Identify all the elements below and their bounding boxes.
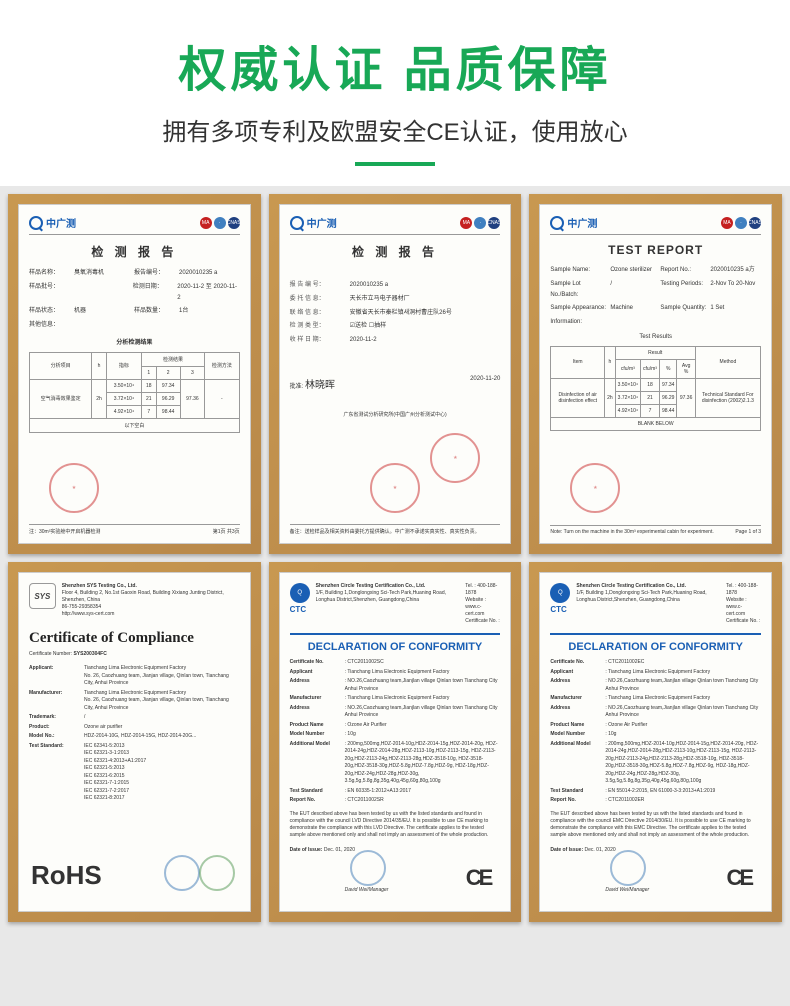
page-header: 权威认证 品质保障 拥有多项专利及欧盟安全CE认证，使用放心: [0, 0, 790, 186]
certificate-6: Q CTC Shenzhen Circle Testing Certificat…: [529, 562, 782, 922]
results-table: ItemhResultMethod cfu/m³cfu/m³%Avg % Dis…: [550, 346, 761, 431]
stamp-icon: [164, 855, 200, 891]
certificate-5: Q CTC Shenzhen Circle Testing Certificat…: [269, 562, 522, 922]
stamp-icon: [350, 850, 386, 886]
stamp-icon: [610, 850, 646, 886]
certificate-4: SYS Shenzhen SYS Testing Co., Ltd. Floor…: [8, 562, 261, 922]
stamp-icon: ★: [370, 463, 420, 513]
stamp-icon: [199, 855, 235, 891]
stamp-icon: ★: [570, 463, 620, 513]
report-title: 检 测 报 告: [29, 243, 240, 260]
main-title: 权威认证 品质保障: [0, 30, 790, 100]
certificate-2: 中广测 MA·CNAS 检 测 报 告 报 告 编 号：2020010235 a…: [269, 194, 522, 554]
divider: [355, 162, 435, 166]
ce-mark: CE: [466, 865, 491, 891]
results-table: 分析项目h指标检测结果检测方法 123 空气消毒效果鉴定2h3.50×10⁴18…: [29, 352, 240, 433]
certificate-1: 中广测 MA · CNAS 检 测 报 告 样品名称：臭氧消毒机报告编号：202…: [8, 194, 261, 554]
certificate-grid: 中广测 MA · CNAS 检 测 报 告 样品名称：臭氧消毒机报告编号：202…: [0, 186, 790, 930]
stamp-icon: ★: [430, 433, 480, 483]
ctc-logo: Q: [290, 583, 310, 603]
zgc-logo: 中广测: [29, 215, 76, 230]
section-title: 分析检测结果: [29, 337, 240, 346]
certificate-3: 中广测 MA·CNAS TEST REPORT Sample Name:Ozon…: [529, 194, 782, 554]
accreditation-badges: MA · CNAS: [200, 217, 240, 229]
subtitle: 拥有多项专利及欧盟安全CE认证，使用放心: [0, 112, 790, 147]
ce-mark: CE: [726, 865, 751, 891]
sys-logo: SYS: [29, 583, 56, 609]
rohs-mark: RoHS: [31, 860, 102, 891]
stamp-icon: ★: [49, 463, 99, 513]
